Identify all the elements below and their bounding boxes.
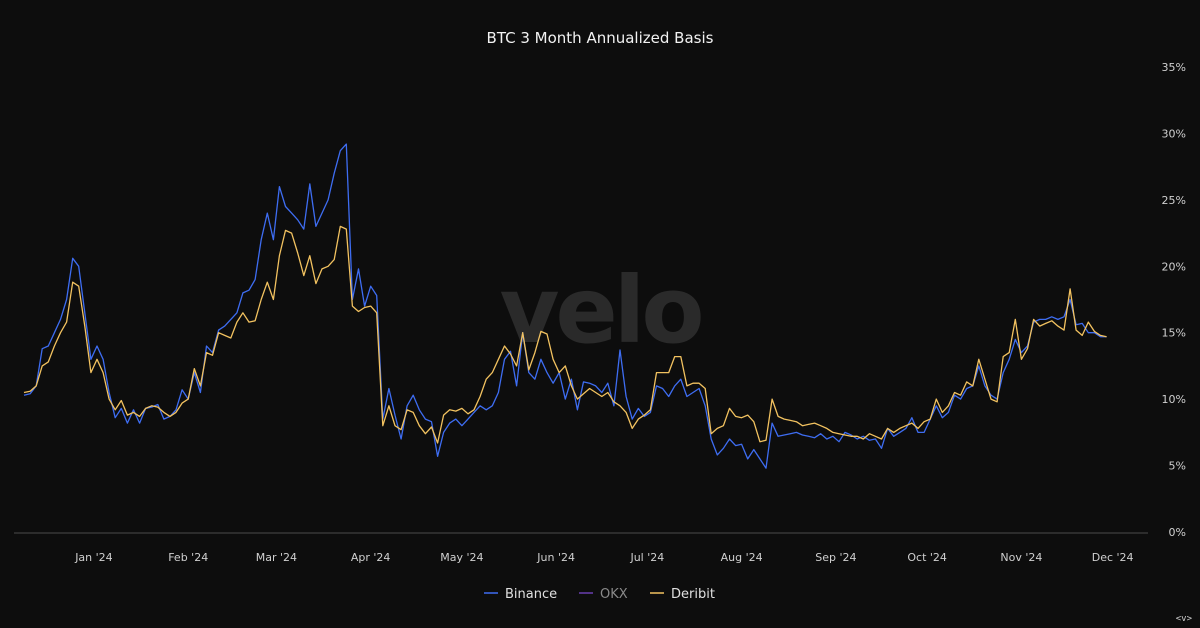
y-tick-label: 0%	[1169, 526, 1186, 539]
x-tick-label: Jul '24	[629, 551, 664, 564]
y-tick-label: 15%	[1162, 327, 1186, 340]
y-tick-label: 35%	[1162, 61, 1186, 74]
x-tick-label: Oct '24	[907, 551, 947, 564]
velo-watermark: velo	[499, 257, 701, 364]
y-tick-label: 5%	[1169, 460, 1186, 473]
legend-item-okx[interactable]: OKX	[579, 587, 628, 602]
legend-label: OKX	[600, 587, 628, 602]
x-tick-label: Mar '24	[256, 551, 297, 564]
y-tick-label: 20%	[1162, 260, 1186, 273]
x-tick-label: Dec '24	[1092, 551, 1134, 564]
x-tick-label: Nov '24	[1000, 551, 1042, 564]
legend-label: Deribit	[671, 587, 715, 602]
legend: Binance OKX Deribit	[484, 587, 715, 602]
chart-title: BTC 3 Month Annualized Basis	[487, 29, 714, 47]
x-tick-label: Aug '24	[721, 551, 763, 564]
x-tick-label: Jan '24	[74, 551, 112, 564]
x-tick-label: Feb '24	[168, 551, 208, 564]
y-tick-label: 25%	[1162, 194, 1186, 207]
y-tick-label: 10%	[1162, 393, 1186, 406]
y-axis: 0% 5% 10% 15% 20% 25% 30% 35%	[1162, 61, 1186, 539]
legend-item-deribit[interactable]: Deribit	[650, 587, 715, 602]
legend-item-binance[interactable]: Binance	[484, 587, 557, 602]
x-tick-label: Sep '24	[815, 551, 856, 564]
chart-nav-control[interactable]: <v>	[1175, 614, 1192, 624]
legend-label: Binance	[505, 587, 557, 602]
x-tick-label: May '24	[440, 551, 483, 564]
series-layer	[23, 143, 1107, 469]
x-tick-label: Apr '24	[351, 551, 391, 564]
series-line-deribit	[23, 225, 1107, 444]
x-tick-label: Jun '24	[536, 551, 575, 564]
y-tick-label: 30%	[1162, 127, 1186, 140]
x-axis: Jan '24 Feb '24 Mar '24 Apr '24 May '24 Jun '…	[74, 551, 1133, 564]
